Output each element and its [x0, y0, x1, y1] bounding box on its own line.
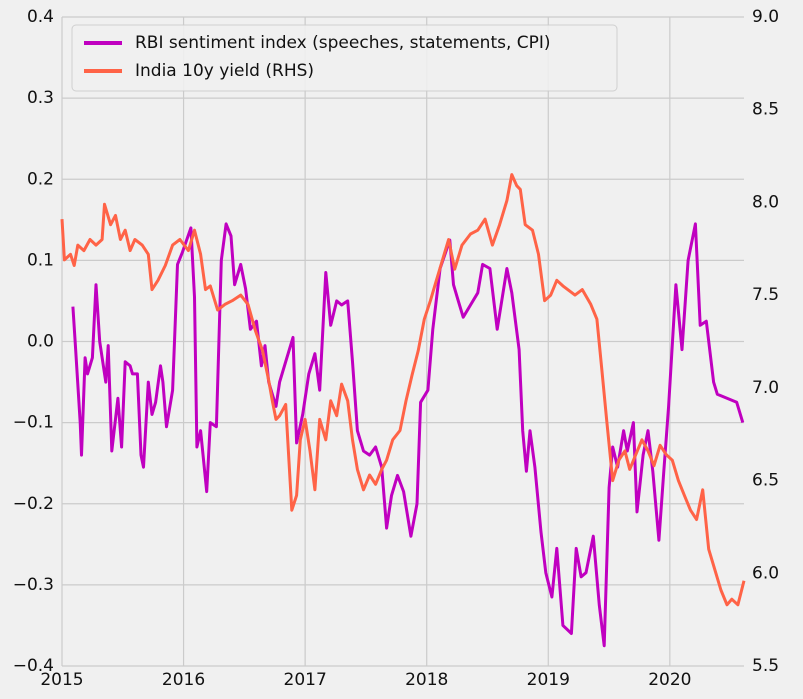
legend-label: India 10y yield (RHS): [135, 61, 314, 81]
legend-box: [71, 24, 618, 92]
y-tick-label: 0.0: [27, 332, 54, 352]
y2-tick-label: 9.0: [752, 7, 779, 27]
y2-tick-label: 6.5: [752, 471, 779, 491]
y-tick-label: 0.4: [27, 7, 54, 27]
legend-label: RBI sentiment index (speeches, statement…: [135, 33, 551, 53]
x-tick-label: 2015: [40, 670, 83, 690]
y2-tick-label: 8.0: [752, 192, 779, 212]
y-tick-label: −0.2: [13, 494, 54, 514]
x-tick-label: 2017: [284, 670, 327, 690]
x-tick-label: 2020: [648, 670, 691, 690]
y2-tick-label: 7.0: [752, 378, 779, 398]
y2-tick-label: 5.5: [752, 656, 779, 676]
y2-tick-label: 6.0: [752, 563, 779, 583]
y-tick-label: 0.2: [27, 169, 54, 189]
y2-tick-label: 7.5: [752, 285, 779, 305]
y-tick-label: −0.1: [13, 413, 54, 433]
y-tick-label: 0.3: [27, 88, 54, 108]
data-line: [71, 222, 745, 648]
legend: RBI sentiment index (speeches, statement…: [71, 24, 618, 92]
y-tick-label: −0.3: [13, 575, 54, 595]
x-tick-label: 2018: [405, 670, 448, 690]
x-tick-label: 2016: [162, 670, 205, 690]
y2-tick-label: 8.5: [752, 100, 779, 120]
y-tick-label: 0.1: [27, 250, 54, 270]
y-tick-label: −0.4: [13, 656, 54, 676]
data-line: [60, 173, 746, 607]
x-tick-label: 2019: [527, 670, 570, 690]
